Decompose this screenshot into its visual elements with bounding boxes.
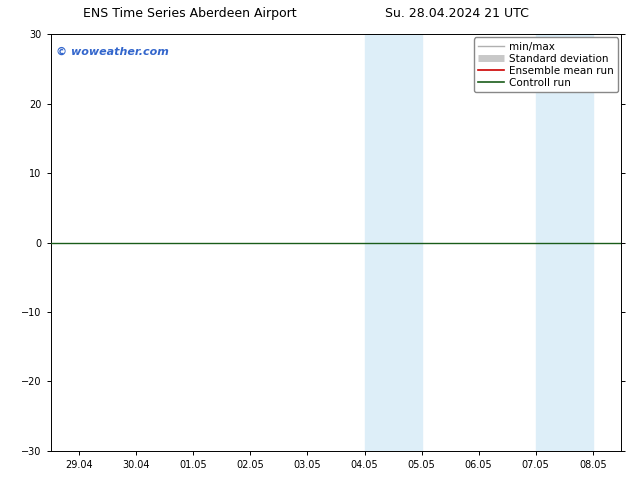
Text: Su. 28.04.2024 21 UTC: Su. 28.04.2024 21 UTC — [385, 7, 528, 21]
Bar — [536, 34, 593, 451]
Text: © woweather.com: © woweather.com — [56, 47, 169, 57]
Text: ENS Time Series Aberdeen Airport: ENS Time Series Aberdeen Airport — [84, 7, 297, 21]
Legend: min/max, Standard deviation, Ensemble mean run, Controll run: min/max, Standard deviation, Ensemble me… — [474, 37, 618, 92]
Bar — [365, 34, 422, 451]
